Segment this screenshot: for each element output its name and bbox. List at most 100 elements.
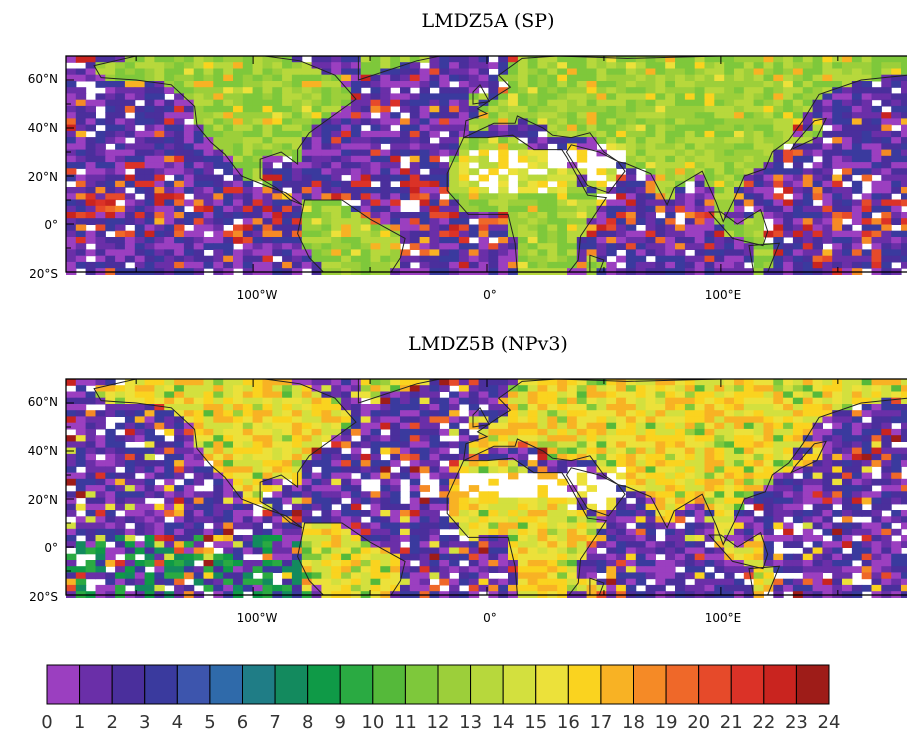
- map-cell: [842, 187, 853, 194]
- map-cell: [321, 162, 332, 169]
- map-cell: [439, 485, 450, 492]
- map-cell: [802, 428, 814, 436]
- map-cell: [252, 385, 263, 392]
- map-cell: [321, 466, 332, 474]
- map-cell: [616, 397, 627, 405]
- map-cell: [891, 497, 902, 505]
- map-cell: [468, 404, 480, 411]
- map-cell: [694, 397, 706, 405]
- map-cell: [331, 199, 342, 207]
- map-cell: [567, 68, 578, 76]
- map-cell: [134, 224, 146, 232]
- map-cell: [734, 485, 745, 492]
- map-cell: [242, 255, 254, 263]
- map-cell: [154, 385, 165, 392]
- map-cell: [233, 99, 244, 107]
- map-cell: [616, 124, 627, 132]
- map-cell: [154, 441, 165, 449]
- map-cell: [282, 168, 293, 176]
- map-cell: [468, 422, 480, 430]
- map-cell: [694, 118, 706, 126]
- map-cell: [881, 174, 892, 182]
- map-cell: [812, 218, 823, 225]
- map-cell: [66, 218, 77, 225]
- map-cell: [684, 105, 696, 113]
- map-cell: [154, 249, 165, 257]
- map-cell: [439, 87, 450, 94]
- map-cell: [832, 230, 843, 238]
- map-cell: [282, 460, 293, 467]
- map-cell: [124, 93, 136, 101]
- map-cell: [124, 149, 136, 157]
- map-cell: [724, 193, 735, 201]
- map-cell: [537, 397, 548, 405]
- map-cell: [262, 174, 273, 182]
- map-cell: [468, 510, 480, 517]
- map-cell: [164, 416, 175, 424]
- map-cell: [704, 503, 715, 511]
- map-cell: [164, 485, 175, 492]
- map-cell: [409, 485, 421, 492]
- map-cell: [134, 56, 146, 63]
- map-cell: [311, 62, 322, 69]
- map-cell: [527, 391, 539, 399]
- map-cell: [478, 516, 489, 524]
- map-cell: [763, 422, 774, 430]
- map-cell: [301, 404, 313, 411]
- map-cell: [832, 441, 843, 449]
- map-cell: [586, 535, 597, 542]
- map-cell: [891, 485, 902, 492]
- map-cell: [400, 174, 411, 182]
- map-cell: [606, 230, 617, 238]
- map-cell: [802, 249, 814, 257]
- map-cell: [567, 428, 578, 436]
- map-cell: [193, 472, 205, 480]
- map-cell: [891, 62, 902, 69]
- map-cell: [881, 112, 892, 119]
- map-cell: [881, 199, 892, 207]
- map-cell: [714, 435, 725, 442]
- map-cell: [370, 541, 381, 548]
- map-cell: [616, 187, 627, 194]
- map-cell: [792, 87, 804, 94]
- map-cell: [282, 249, 293, 257]
- map-cell: [105, 391, 116, 399]
- map-cell: [842, 416, 853, 424]
- map-cell: [635, 497, 647, 505]
- map-cell: [861, 453, 873, 461]
- map-cell: [655, 124, 666, 132]
- map-cell: [753, 105, 764, 113]
- map-cell: [655, 516, 666, 524]
- map-cell: [291, 212, 303, 219]
- map-cell: [311, 237, 322, 244]
- map-cell: [458, 68, 470, 76]
- map-cell: [596, 230, 607, 238]
- map-cell: [439, 212, 450, 219]
- map-cell: [380, 193, 391, 201]
- map-cell: [802, 230, 814, 238]
- map-cell: [75, 243, 87, 250]
- map-cell: [331, 261, 342, 269]
- map-cell: [242, 428, 254, 436]
- map-cell: [488, 74, 499, 82]
- map-cell: [429, 162, 440, 169]
- map-cell: [851, 261, 863, 269]
- map-cell: [478, 497, 489, 505]
- map-cell: [547, 397, 558, 405]
- map-cell: [341, 68, 352, 76]
- map-cell: [174, 485, 185, 492]
- map-cell: [400, 522, 411, 530]
- map-cell: [233, 453, 244, 461]
- map-cell: [115, 441, 126, 449]
- map-cell: [547, 541, 558, 548]
- map-cell: [508, 205, 519, 213]
- map-cell: [567, 205, 578, 213]
- map-cell: [400, 230, 411, 238]
- map-cell: [105, 237, 116, 244]
- map-cell: [488, 255, 499, 263]
- map-cell: [105, 497, 116, 505]
- map-cell: [331, 56, 342, 63]
- map-cell: [95, 541, 106, 548]
- map-cell: [233, 205, 244, 213]
- map-cell: [429, 62, 440, 69]
